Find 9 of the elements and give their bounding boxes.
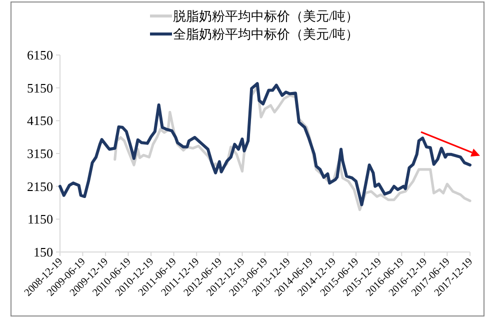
legend-label: 脱脂奶粉平均中标价（美元/吨） (173, 8, 359, 24)
y-tick-label: 1150 (27, 212, 53, 227)
y-tick-label: 4150 (27, 113, 53, 128)
y-tick-label: 150 (34, 244, 53, 260)
y-tick-label: 2150 (27, 178, 53, 194)
legend-label: 全脂奶粉平均中标价（美元/吨） (173, 26, 359, 42)
y-tick-label: 5150 (27, 80, 53, 96)
y-tick-label: 3150 (27, 146, 53, 161)
y-tick-label: 6150 (27, 48, 53, 62)
